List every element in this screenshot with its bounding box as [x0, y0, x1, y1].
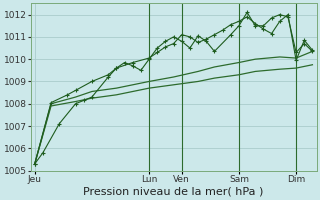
X-axis label: Pression niveau de la mer( hPa ): Pression niveau de la mer( hPa ): [84, 187, 264, 197]
